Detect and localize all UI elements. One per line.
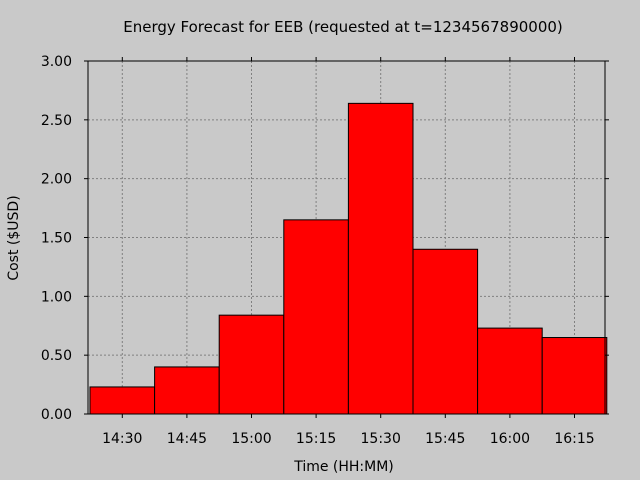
bar-1445 [154,366,220,415]
x-tick-label: 16:15 [554,431,594,447]
y-tick-label: 1.50 [41,231,72,247]
y-tick-label: 1.00 [41,289,72,305]
bar-1615 [541,337,608,415]
bar-1530 [347,102,414,415]
x-tick-label: 15:45 [425,431,465,447]
plot-border [87,60,606,415]
bar-1545 [412,248,479,415]
x-tick-label: 15:15 [296,431,336,447]
chart-title: Energy Forecast for EEB (requested at t=… [123,18,563,36]
x-tick-label: 15:30 [361,431,401,447]
bar-1600 [477,327,543,415]
y-tick-label: 3.00 [41,54,72,70]
axes [84,57,609,418]
bar-1500 [218,314,285,415]
x-tick-label: 14:30 [102,431,142,447]
bar-1430 [89,386,156,415]
y-tick-label: 2.00 [41,172,72,188]
y-tick-label: 2.50 [41,113,72,129]
y-tick-label: 0.50 [41,348,72,364]
x-tick-label: 14:45 [167,431,207,447]
tick-labels: 0.00 0.50 1.00 1.50 2.00 2.50 3.00 14:30 14:45 15… [41,54,595,447]
bar-1515 [283,219,349,415]
x-tick-label: 15:00 [231,431,271,447]
y-tick-label: 0.00 [41,407,72,423]
y-axis-label: Cost ($USD) [6,195,22,280]
x-tick-label: 16:00 [490,431,530,447]
x-axis-label: Time (HH:MM) [293,459,394,475]
